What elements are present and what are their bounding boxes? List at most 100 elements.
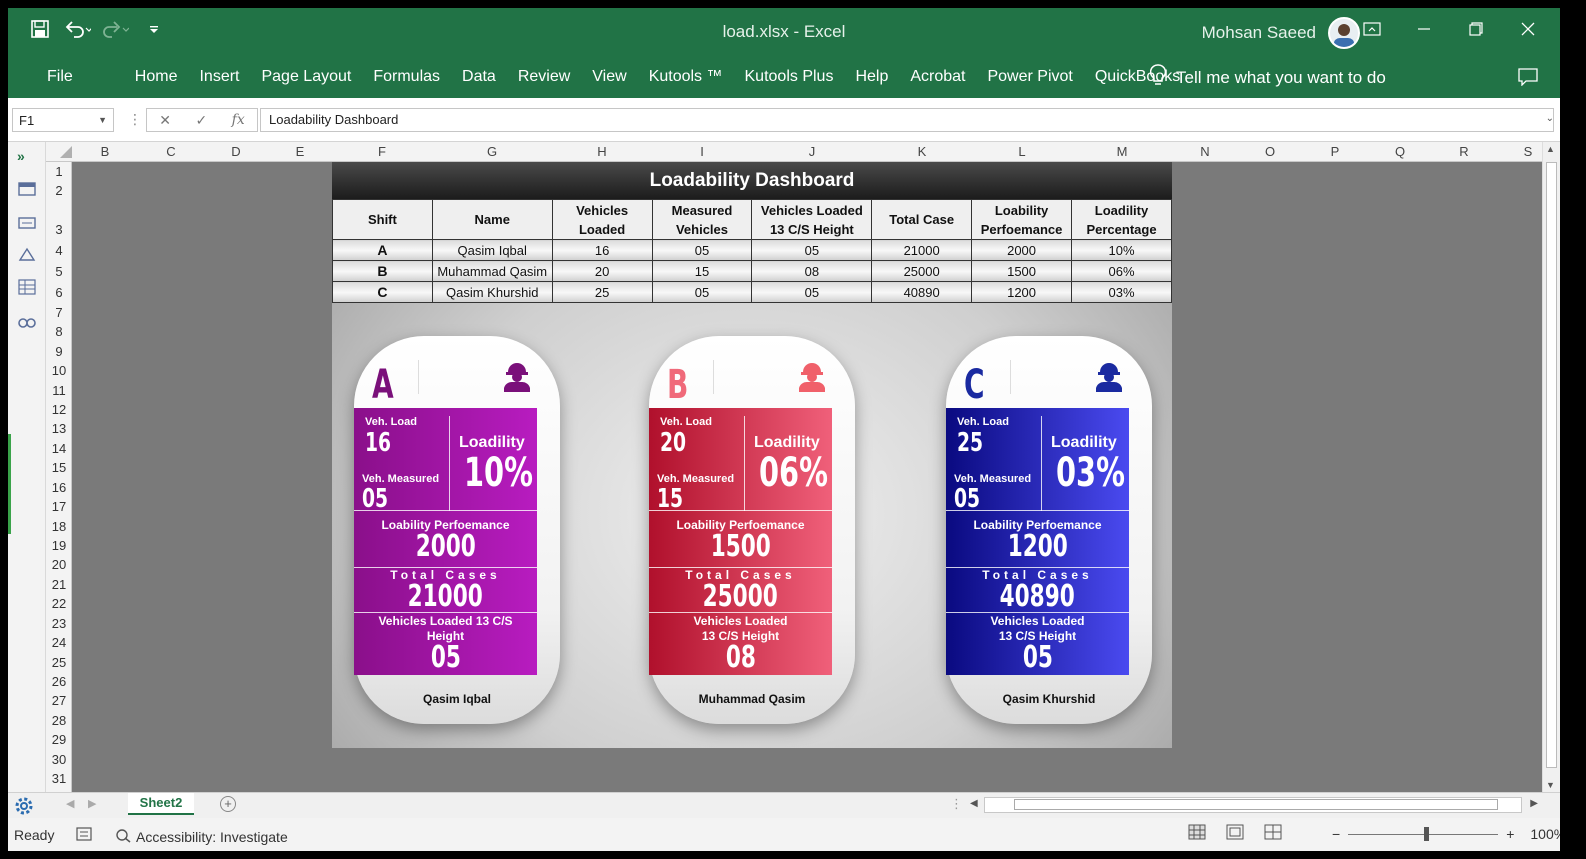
shift-card-c[interactable]: C Veh. Load 25 Veh. Measured 05 Loadilit…	[946, 336, 1152, 724]
row-header[interactable]: 24	[51, 635, 67, 650]
row-header[interactable]: 12	[51, 402, 67, 417]
expand-formula-icon[interactable]: ⌄	[1545, 113, 1554, 124]
row-header[interactable]: 27	[51, 693, 67, 708]
table-cell[interactable]: Qasim Khurshid	[431, 281, 553, 303]
table-cell[interactable]: 10%	[1071, 239, 1172, 261]
scroll-thumb[interactable]	[1014, 799, 1498, 810]
zoom-slider[interactable]	[1348, 826, 1499, 841]
table-cell[interactable]: 2000	[971, 239, 1073, 261]
tab-file[interactable]: File	[47, 68, 73, 85]
row-header[interactable]: 20	[51, 557, 67, 572]
column-header[interactable]: P	[1330, 144, 1340, 159]
row-header[interactable]: 10	[51, 363, 67, 378]
table-cell[interactable]: 05	[651, 239, 753, 261]
next-sheet-icon[interactable]: ▶	[88, 798, 97, 810]
tab-review[interactable]: Review	[517, 68, 571, 85]
scroll-thumb[interactable]	[1546, 162, 1557, 768]
table-cell[interactable]: 05	[751, 281, 873, 303]
select-all-icon[interactable]	[60, 146, 72, 158]
zoom-slider-thumb[interactable]	[1424, 826, 1430, 841]
column-header[interactable]: L	[1018, 144, 1026, 159]
row-header[interactable]: 7	[55, 305, 63, 320]
macro-record-icon[interactable]	[76, 827, 92, 841]
row-header[interactable]: 19	[51, 538, 67, 553]
row-header[interactable]: 5	[55, 264, 63, 279]
close-icon[interactable]	[1504, 14, 1552, 44]
row-header[interactable]: 18	[51, 519, 67, 534]
save-icon[interactable]	[26, 16, 54, 42]
row-header[interactable]: 2	[55, 183, 63, 198]
name-box[interactable]: F1 ▼	[12, 108, 114, 132]
minimize-icon[interactable]	[1400, 14, 1448, 44]
column-header[interactable]: N	[1200, 144, 1210, 159]
chevron-down-icon[interactable]: ▼	[98, 115, 107, 125]
row-header[interactable]: 6	[55, 285, 63, 300]
row-header[interactable]: 30	[51, 752, 67, 767]
enter-icon[interactable]: ✓	[195, 111, 208, 128]
table-cell[interactable]: Muhammad Qasim	[431, 260, 553, 282]
row-header[interactable]: 21	[51, 577, 67, 592]
column-header[interactable]: Q	[1394, 144, 1406, 159]
column-header[interactable]: D	[231, 144, 241, 159]
formula-input[interactable]: Loadability Dashboard	[260, 108, 1554, 132]
row-header[interactable]: 9	[55, 344, 63, 359]
column-header[interactable]: K	[917, 144, 927, 159]
ribbon-display-icon[interactable]	[1348, 14, 1396, 44]
row-header[interactable]: 28	[51, 713, 67, 728]
row-header[interactable]: 16	[51, 480, 67, 495]
customize-toolbar-icon[interactable]	[140, 16, 168, 42]
row-header[interactable]: 25	[51, 655, 67, 670]
cancel-icon[interactable]: ✕	[159, 111, 171, 128]
undo-icon[interactable]	[64, 16, 92, 42]
add-sheet-icon[interactable]: +	[220, 796, 236, 812]
header-shift[interactable]: Shift	[332, 199, 433, 240]
table-cell[interactable]: A	[332, 239, 433, 261]
name-manager-icon[interactable]	[17, 214, 37, 232]
scroll-down-icon[interactable]: ▼	[1546, 780, 1555, 790]
row-header[interactable]: 8	[55, 324, 63, 339]
tab-kutools-plus[interactable]: Kutools Plus	[744, 68, 834, 85]
tab-kutools[interactable]: Kutools ™	[648, 68, 723, 85]
page-layout-view-icon[interactable]	[1226, 824, 1244, 840]
row-header[interactable]: 17	[51, 499, 67, 514]
table-cell[interactable]: C	[332, 281, 433, 303]
row-header[interactable]: 3	[55, 222, 63, 237]
table-cell[interactable]: 05	[751, 239, 873, 261]
table-cell[interactable]: Qasim Iqbal	[431, 239, 553, 261]
table-cell[interactable]: 05	[651, 281, 753, 303]
insert-function-icon[interactable]: fx	[231, 112, 245, 128]
zoom-out-icon[interactable]: −	[1332, 826, 1341, 842]
table-cell[interactable]: 16	[551, 239, 653, 261]
table-cell[interactable]: 25	[551, 281, 653, 303]
header-name[interactable]: Name	[431, 199, 553, 240]
tab-data[interactable]: Data	[462, 68, 496, 85]
header-total-case[interactable]: Total Case	[871, 199, 973, 240]
restore-icon[interactable]	[1452, 14, 1500, 44]
header-vehicles-loaded[interactable]: Vehicles Loaded	[551, 199, 653, 240]
tell-me-search[interactable]: Tell me what you want to do	[1149, 64, 1386, 91]
header-performance[interactable]: Loability Perfoemance	[971, 199, 1073, 240]
table-cell[interactable]: 20	[551, 260, 653, 282]
column-header[interactable]: S	[1523, 144, 1533, 159]
row-header[interactable]: 26	[51, 674, 67, 689]
table-cell[interactable]: 21000	[871, 239, 973, 261]
column-header[interactable]: G	[486, 144, 498, 159]
user-account[interactable]: Mohsan Saeed	[1202, 17, 1360, 49]
column-header[interactable]: F	[378, 144, 386, 159]
table-cell[interactable]: B	[332, 260, 433, 282]
page-break-view-icon[interactable]	[1264, 824, 1282, 840]
column-header[interactable]: M	[1116, 144, 1128, 159]
table-cell[interactable]: 1500	[971, 260, 1073, 282]
more-icon[interactable]: ⋮	[128, 111, 142, 127]
row-header[interactable]: 13	[51, 421, 67, 436]
find-replace-icon[interactable]	[17, 312, 37, 330]
avatar[interactable]	[1328, 17, 1360, 49]
row-header[interactable]: 31	[51, 771, 67, 786]
prev-sheet-icon[interactable]: ◀	[66, 798, 75, 810]
column-header[interactable]: O	[1264, 144, 1276, 159]
zoom-in-icon[interactable]: +	[1506, 826, 1515, 842]
gear-icon[interactable]	[12, 794, 36, 823]
tab-formulas[interactable]: Formulas	[373, 68, 441, 85]
workbook-icon[interactable]	[17, 180, 37, 198]
row-header[interactable]: 15	[51, 460, 67, 475]
